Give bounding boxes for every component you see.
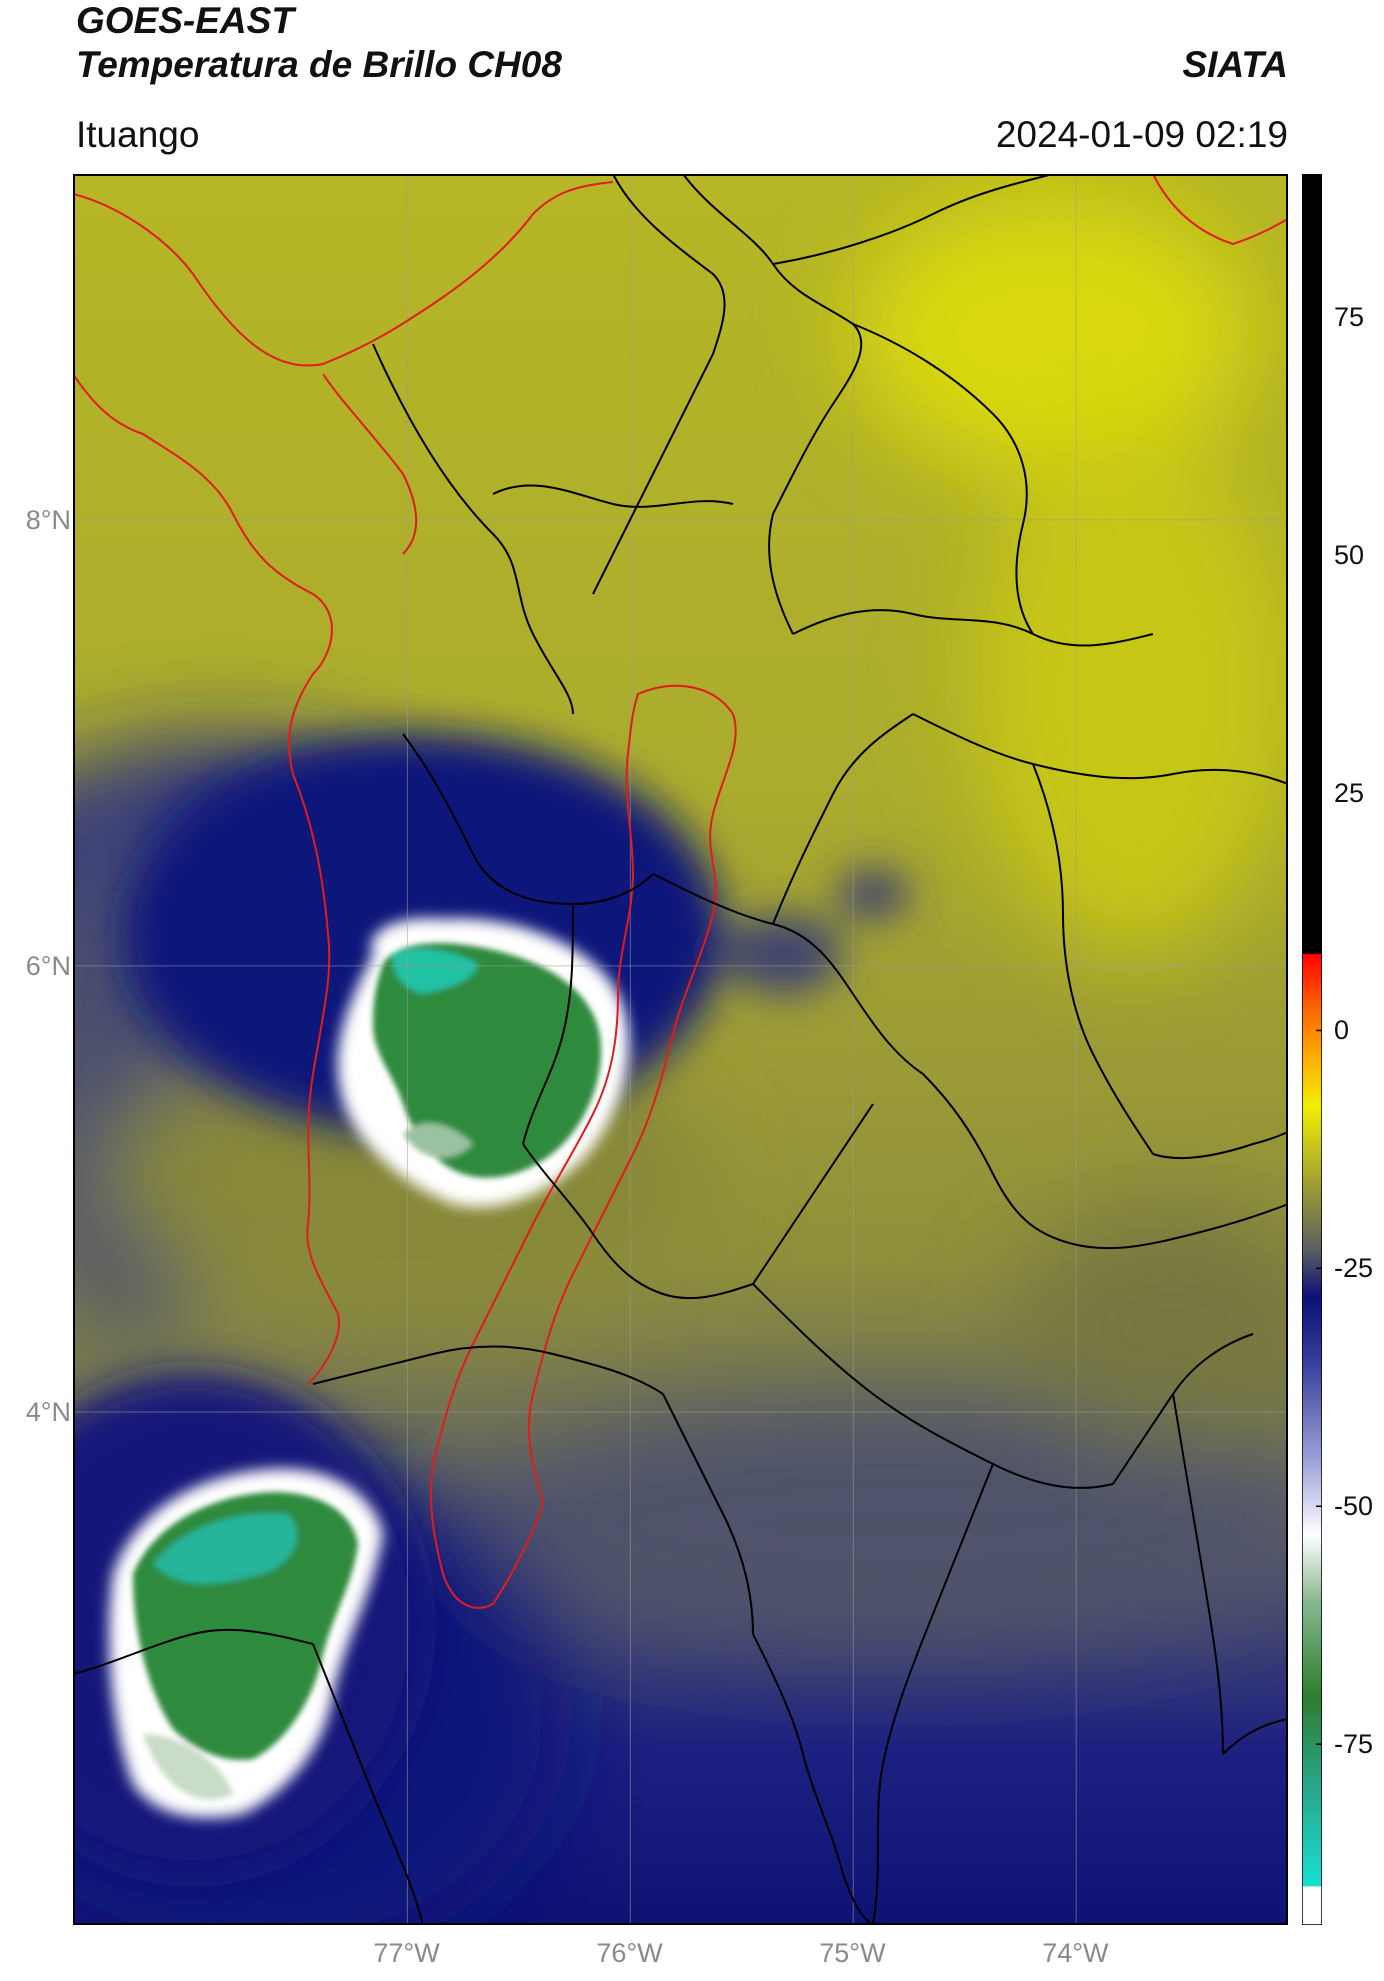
brand-label: SIATA [1182, 44, 1288, 85]
colorbar-tick-label: 0 [1334, 1015, 1350, 1046]
lat-tick-label: 4°N [25, 1396, 71, 1427]
satellite-title: GOES-EAST [76, 0, 294, 41]
lon-tick-label: 75°W [819, 1938, 886, 1968]
national-boundary [73, 174, 1288, 1609]
colorbar-tick-label: -75 [1334, 1729, 1374, 1760]
lat-tick-label: 6°N [25, 950, 71, 981]
department-boundaries [73, 174, 1288, 1925]
region-label: Ituango [76, 114, 200, 155]
grid-lines [73, 174, 1288, 1925]
product-title: Temperatura de Brillo CH08 [76, 44, 562, 85]
lon-tick-label: 76°W [596, 1938, 663, 1968]
lat-tick-label: 8°N [25, 504, 71, 535]
colorbar-tick-label: 75 [1334, 301, 1365, 332]
temperature-field [73, 174, 1288, 1925]
datetime-label: 2024-01-09 02:19 [995, 114, 1288, 155]
coastline-pacific [73, 181, 614, 367]
colorbar-tick-label: 50 [1334, 539, 1365, 570]
colorbar-tick-label: -50 [1334, 1491, 1374, 1522]
lon-tick-label: 77°W [373, 1938, 440, 1968]
colorbar-tick-label: 25 [1334, 777, 1365, 808]
lon-tick-label: 74°W [1042, 1938, 1109, 1968]
region-outline [430, 684, 737, 1609]
coastline-uraba [73, 373, 340, 1385]
colorbar [1302, 174, 1322, 1925]
venezuela-border [1152, 174, 1288, 246]
colorbar-tick-label: -25 [1334, 1253, 1374, 1284]
colorbar-gradient [1302, 174, 1322, 1925]
map-canvas [73, 174, 1288, 1925]
brightness-temperature-map [73, 174, 1288, 1925]
atrato-outline [322, 373, 418, 555]
map-frame [73, 174, 1288, 1925]
